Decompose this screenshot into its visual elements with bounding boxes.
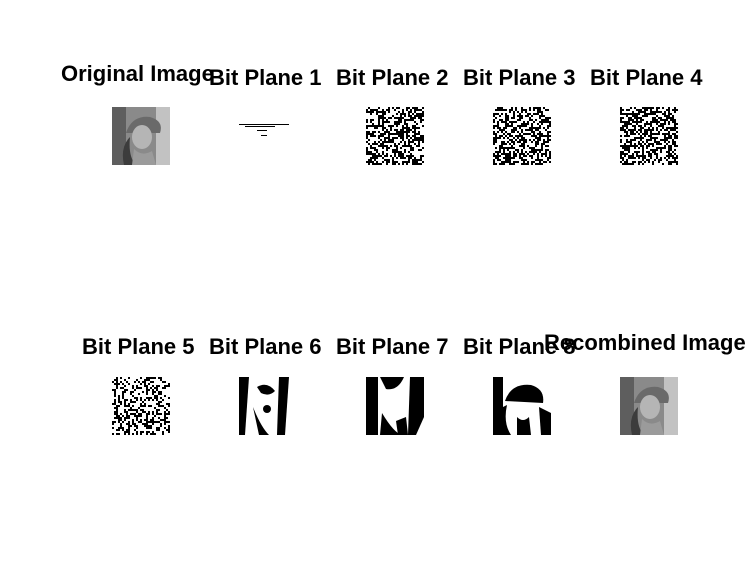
panel-title-recombined: Recombined Image bbox=[544, 330, 746, 355]
panel-title-original: Original Image bbox=[61, 61, 214, 86]
bit-plane-5-image bbox=[112, 377, 170, 435]
panel-title-bit-plane-8: Bit Plane 8 bbox=[463, 334, 576, 359]
bit-plane-8-image bbox=[493, 377, 551, 435]
panel-title-bit-plane-4: Bit Plane 4 bbox=[590, 65, 703, 90]
bit-plane-4-image bbox=[620, 107, 678, 165]
bit-plane-6-image bbox=[239, 377, 297, 435]
panel-title-bit-plane-3: Bit Plane 3 bbox=[463, 65, 576, 90]
panel-title-bit-plane-2: Bit Plane 2 bbox=[336, 65, 449, 90]
panel-title-bit-plane-1: Bit Plane 1 bbox=[209, 65, 322, 90]
bit-plane-7-image bbox=[366, 377, 424, 435]
panel-title-bit-plane-6: Bit Plane 6 bbox=[209, 334, 322, 359]
recombined-image bbox=[620, 377, 678, 435]
bit-plane-1-image bbox=[239, 107, 297, 165]
panel-title-bit-plane-5: Bit Plane 5 bbox=[82, 334, 195, 359]
bit-plane-2-image bbox=[366, 107, 424, 165]
panel-title-bit-plane-7: Bit Plane 7 bbox=[336, 334, 449, 359]
original-image bbox=[112, 107, 170, 165]
bit-plane-3-image bbox=[493, 107, 551, 165]
